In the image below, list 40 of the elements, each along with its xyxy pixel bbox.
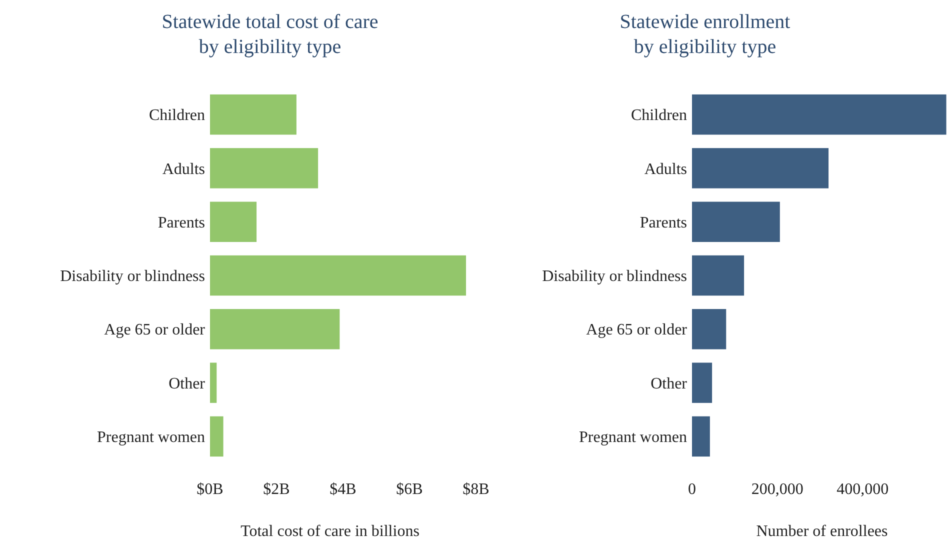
x-axis-title: Total cost of care in billions [240, 523, 420, 540]
x-tick-label: $0B [196, 481, 224, 498]
y-tick-label: Pregnant women [97, 429, 205, 446]
bar [210, 255, 466, 296]
bar [210, 362, 217, 403]
y-tick-label: Pregnant women [579, 429, 687, 446]
chart-title: Statewide total cost of care by eligibility type [162, 11, 378, 58]
bar [210, 94, 296, 135]
bar [692, 202, 780, 242]
y-tick-label: Other [168, 375, 206, 392]
y-tick-label: Disability or blindness [60, 268, 205, 286]
x-tick-label: 0 [688, 481, 696, 498]
bar [692, 309, 726, 350]
bar [210, 148, 318, 188]
y-tick-label: Adults [162, 160, 205, 178]
bar [210, 309, 340, 350]
y-tick-label: Parents [640, 214, 687, 232]
y-tick-label: Parents [158, 214, 205, 232]
y-tick-label: Children [631, 107, 687, 124]
x-tick-label: 400,000 [836, 481, 889, 498]
y-tick-label: Disability or blindness [542, 268, 687, 286]
x-axis-title: Number of enrollees [756, 523, 888, 540]
bar [692, 255, 744, 296]
x-tick-label: $6B [396, 481, 423, 498]
bar [692, 362, 712, 403]
y-tick-label: Age 65 or older [104, 322, 206, 339]
x-tick-label: $2B [263, 481, 290, 498]
bar [692, 416, 710, 457]
bar [210, 202, 257, 242]
bar [692, 94, 946, 135]
x-tick-label: $4B [330, 481, 356, 498]
x-tick-label: $8B [462, 481, 490, 498]
y-tick-label: Children [149, 107, 205, 124]
y-tick-label: Age 65 or older [586, 322, 688, 339]
y-tick-label: Other [650, 375, 688, 392]
bar [692, 148, 829, 188]
x-tick-label: 200,000 [751, 481, 804, 498]
chart-title: Statewide enrollment by eligibility type [620, 11, 791, 58]
y-tick-label: Adults [644, 160, 687, 178]
bar [210, 416, 224, 457]
